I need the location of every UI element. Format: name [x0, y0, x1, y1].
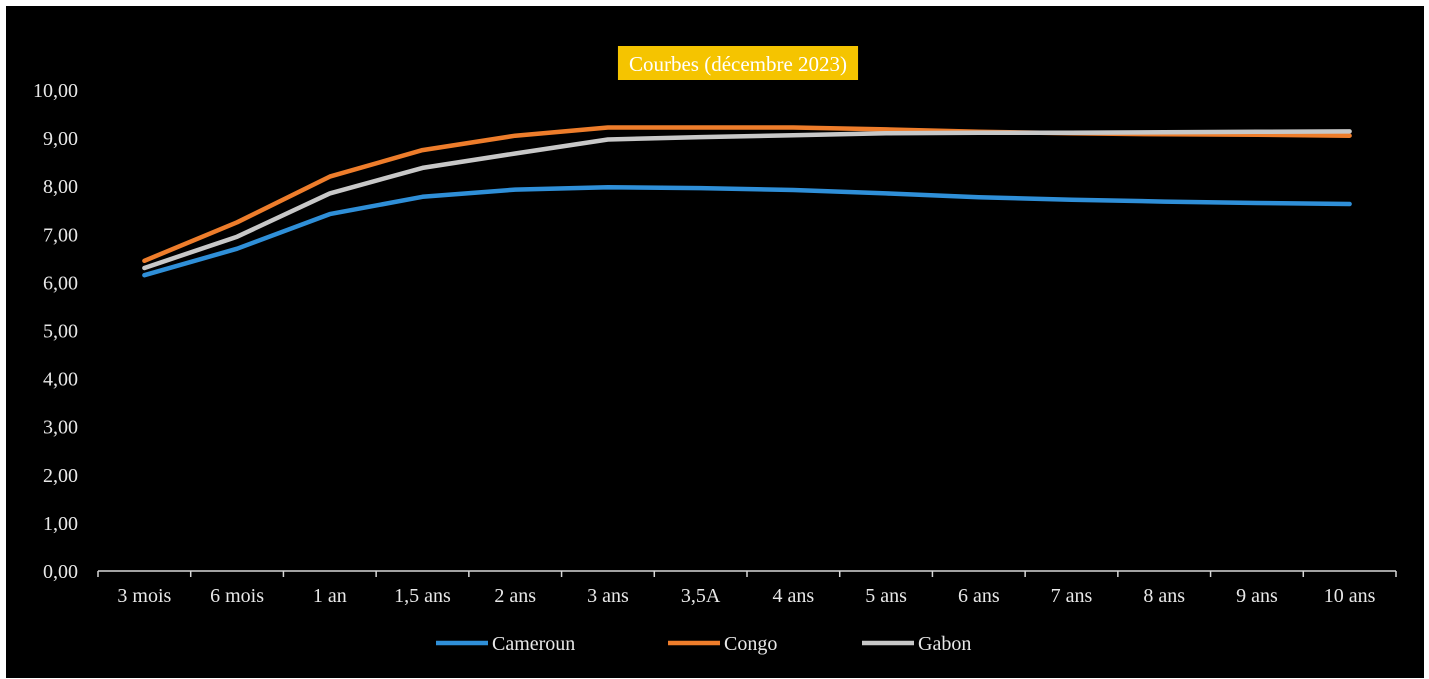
- legend-label: Congo: [724, 633, 777, 655]
- y-tick-label: 3,00: [43, 417, 78, 439]
- y-tick-label: 9,00: [43, 128, 78, 150]
- y-tick-label: 10,00: [33, 80, 78, 102]
- y-tick-label: 4,00: [43, 369, 78, 391]
- x-tick-label: 2 ans: [494, 585, 536, 607]
- y-tick-label: 0,00: [43, 561, 78, 583]
- y-tick-label: 8,00: [43, 176, 78, 198]
- x-tick-label: 7 ans: [1051, 585, 1093, 607]
- x-axis-tick-marks: [97, 571, 1397, 577]
- legend-item-congo: Congo: [668, 633, 777, 655]
- chart-title-background: [617, 46, 859, 80]
- x-tick-label: 4 ans: [773, 585, 815, 607]
- y-axis-tick-labels: 0,00 1,00 2,00 3,00 4,00 5,00 6,00 7,00 8,00 9,00…: [33, 80, 78, 583]
- series-line-cameroun: [142, 184, 1352, 278]
- legend-item-gabon: Gabon: [862, 633, 971, 655]
- x-tick-label: 6 ans: [958, 585, 1000, 607]
- y-tick-label: 2,00: [43, 465, 78, 487]
- chart-title: Courbes (décembre 2023): [617, 46, 859, 80]
- y-tick-label: 6,00: [43, 272, 78, 294]
- y-tick-label: 7,00: [43, 224, 78, 246]
- chart-legend: Cameroun Congo Gabon: [436, 633, 971, 655]
- x-axis-tick-labels: 3 mois 6 mois 1 an 1,5 ans 2 ans 3 ans 3,5A 4 a…: [117, 585, 1375, 607]
- series-lines: [142, 125, 1352, 278]
- x-tick-label: 3 mois: [117, 585, 171, 607]
- x-tick-label: 1 an: [313, 585, 347, 607]
- x-tick-label: 5 ans: [865, 585, 907, 607]
- x-tick-label: 8 ans: [1143, 585, 1185, 607]
- chart-title-text: Courbes (décembre 2023): [629, 52, 847, 76]
- legend-label: Gabon: [918, 633, 971, 655]
- chart-background: [6, 6, 1424, 678]
- legend-item-cameroun: Cameroun: [436, 633, 575, 655]
- legend-label: Cameroun: [492, 633, 575, 655]
- x-tick-label: 6 mois: [210, 585, 264, 607]
- x-tick-label: 3 ans: [587, 585, 629, 607]
- x-tick-label: 1,5 ans: [394, 585, 451, 607]
- x-tick-label: 9 ans: [1236, 585, 1278, 607]
- series-line-gabon: [142, 129, 1352, 271]
- y-tick-label: 5,00: [43, 321, 78, 343]
- x-tick-label: 3,5A: [681, 585, 721, 607]
- y-tick-label: 1,00: [43, 513, 78, 535]
- x-tick-label: 10 ans: [1324, 585, 1376, 607]
